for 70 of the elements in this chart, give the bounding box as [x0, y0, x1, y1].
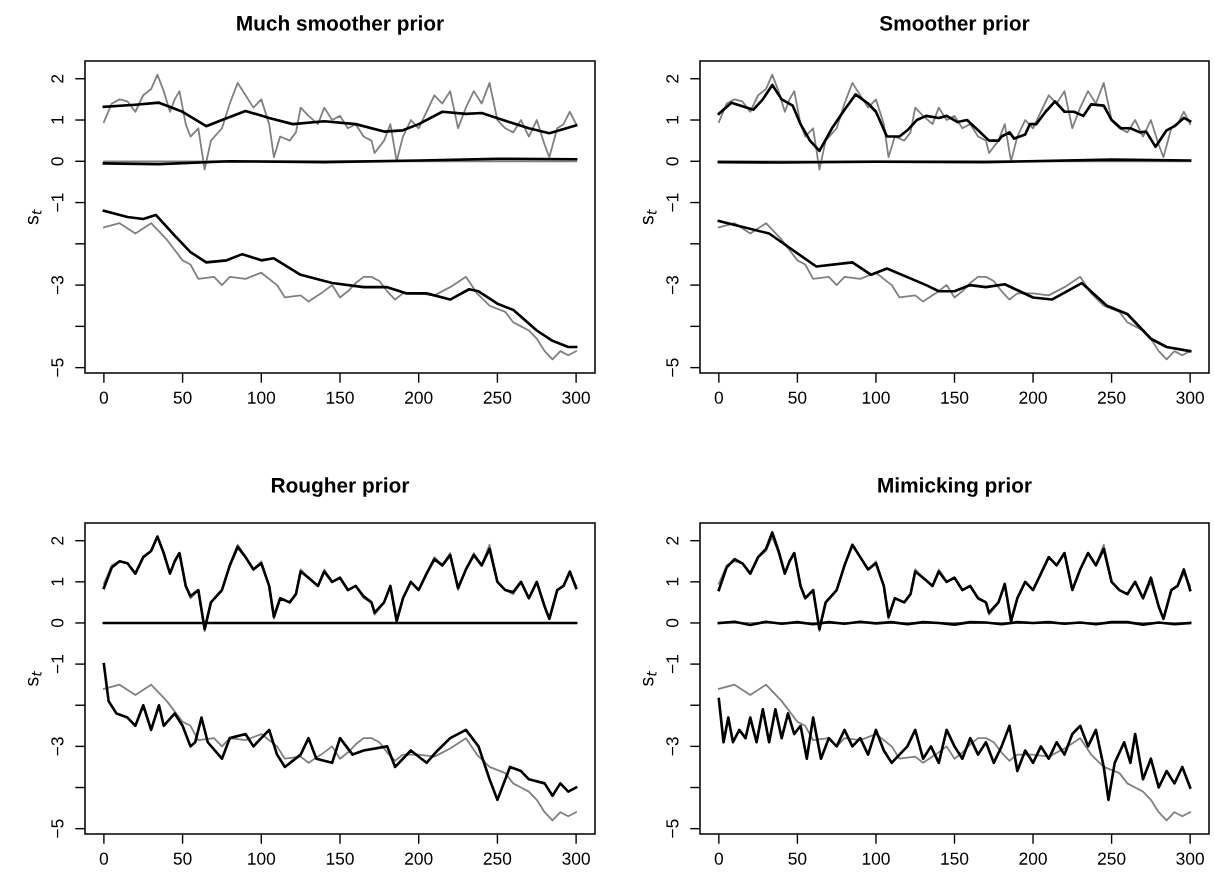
line-series	[717, 73, 1192, 171]
y-tick-label: 1	[666, 116, 679, 124]
line-series	[102, 222, 578, 361]
x-tick-label: 0	[714, 852, 723, 865]
line-series	[717, 683, 1192, 822]
line-series	[102, 209, 578, 349]
x-tick-label: 250	[1097, 391, 1126, 404]
x-tick-label: 200	[405, 391, 433, 404]
y-tick-label: −5	[666, 819, 679, 838]
y-tick-label: 0	[666, 618, 679, 628]
x-tick-label: 150	[326, 391, 354, 404]
x-tick-label: 50	[788, 852, 807, 865]
line-series	[102, 662, 578, 802]
y-tick-label: −5	[666, 358, 679, 377]
x-tick-label: 0	[714, 391, 723, 404]
x-tick-label: 250	[483, 852, 512, 865]
x-tick-label: 100	[248, 852, 276, 865]
y-tick-label: 1	[51, 116, 64, 124]
x-tick-label: 200	[405, 852, 433, 865]
y-tick-label: −5	[51, 358, 64, 377]
y-tick-label: −3	[51, 737, 64, 756]
y-tick-label: 0	[51, 157, 64, 166]
chart-title: Mimicking prior	[878, 477, 1032, 497]
y-tick-label: 2	[51, 536, 64, 545]
line-series	[102, 73, 578, 171]
x-tick-label: 300	[1176, 852, 1204, 865]
x-tick-label: 50	[788, 391, 807, 404]
x-tick-label: 100	[862, 852, 890, 865]
x-tick-label: 300	[1176, 391, 1204, 404]
y-tick-label: −3	[666, 737, 679, 756]
x-tick-label: 300	[562, 852, 590, 865]
y-axis-title: s$_{t}$	[642, 670, 657, 686]
y-axis-title: s$_{t}$	[27, 670, 42, 686]
y-tick-label: 1	[666, 577, 679, 586]
y-tick-label: −1	[666, 193, 679, 212]
y-tick-label: 0	[666, 157, 679, 166]
x-tick-label: 250	[1097, 852, 1126, 865]
y-tick-label: −1	[51, 655, 64, 674]
x-tick-label: 0	[99, 852, 109, 865]
x-tick-label: 300	[562, 391, 590, 404]
y-axis-title: s$_{t}$	[27, 209, 42, 225]
line-series	[717, 83, 1192, 153]
line-series	[102, 101, 578, 135]
y-axis-title: s$_{t}$	[642, 209, 657, 225]
y-tick-label: 1	[51, 577, 64, 586]
y-tick-label: −1	[51, 193, 64, 212]
x-tick-label: 0	[99, 391, 109, 404]
y-tick-label: 2	[51, 74, 64, 83]
chart-title: Much smoother prior	[237, 15, 444, 35]
x-tick-label: 150	[941, 852, 969, 865]
y-tick-label: 0	[51, 618, 64, 628]
x-tick-label: 150	[941, 391, 969, 404]
x-tick-label: 50	[173, 852, 192, 865]
y-tick-label: 2	[666, 74, 679, 83]
x-tick-label: 250	[483, 391, 512, 404]
y-tick-label: −5	[51, 819, 64, 838]
x-tick-label: 100	[862, 391, 890, 404]
y-tick-label: −1	[666, 655, 679, 674]
chart-title: Smoother prior	[879, 15, 1030, 35]
y-tick-label: 2	[666, 536, 679, 545]
chart-title: Rougher prior	[271, 477, 410, 497]
line-series	[717, 697, 1192, 802]
line-series	[102, 683, 578, 822]
y-tick-label: −3	[666, 275, 679, 295]
x-tick-label: 50	[173, 391, 192, 404]
x-tick-label: 100	[248, 391, 276, 404]
x-tick-label: 200	[1019, 391, 1047, 404]
x-tick-label: 150	[326, 852, 354, 865]
x-tick-label: 200	[1019, 852, 1047, 865]
y-tick-label: −3	[51, 275, 64, 295]
